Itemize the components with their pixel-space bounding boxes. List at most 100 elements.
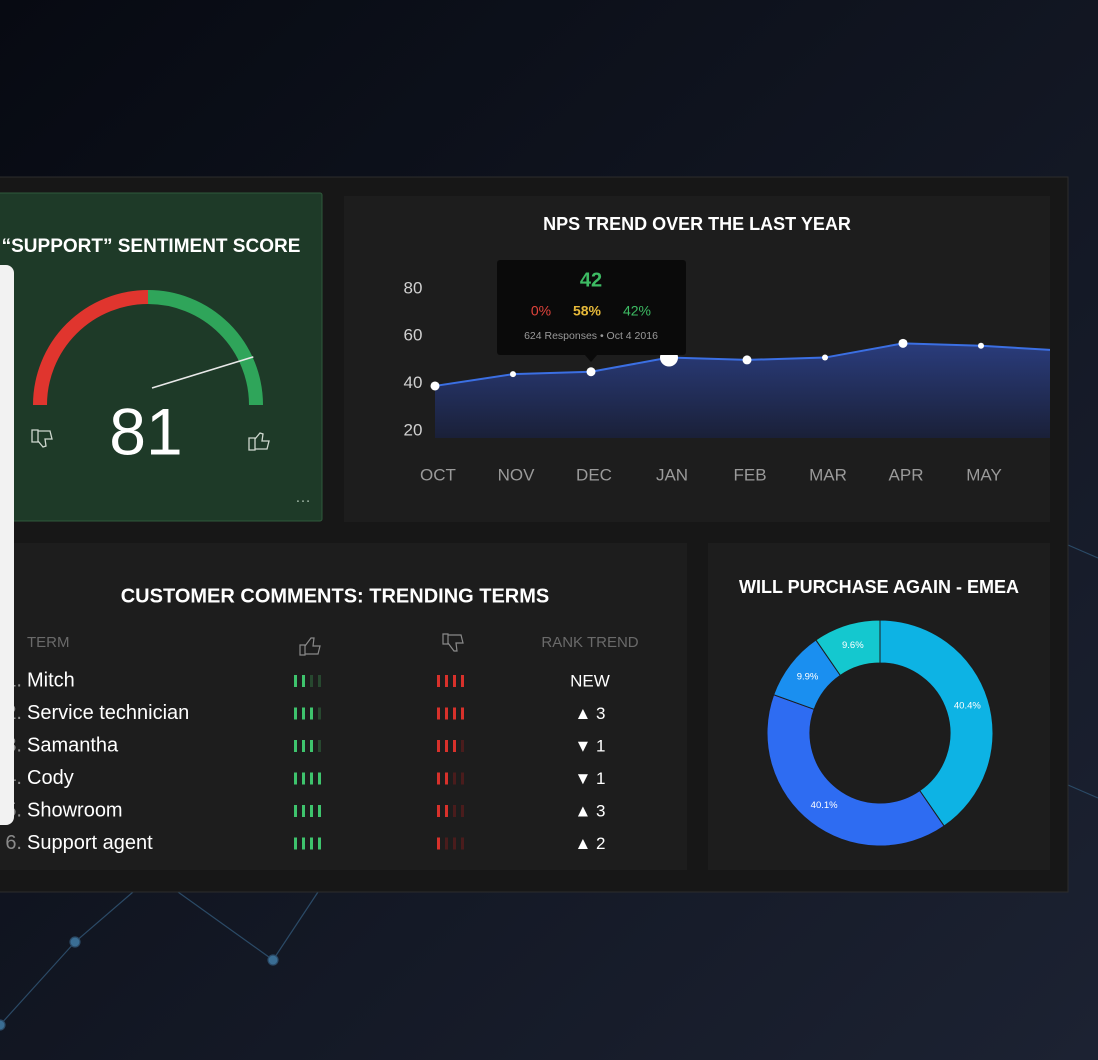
meter-tick — [437, 707, 440, 720]
tooltip-score: 42 — [580, 269, 602, 291]
chart-title: WILL PURCHASE AGAIN - EMEA — [739, 577, 1019, 597]
meter-tick — [302, 707, 305, 720]
x-tick-label: FEB — [733, 465, 766, 484]
row-number: 6. — [5, 832, 22, 854]
data-label: 40.1% — [811, 800, 838, 811]
meter-tick — [302, 805, 305, 817]
meter-tick — [294, 740, 297, 752]
gauge-panel — [0, 192, 323, 522]
terms-table: 1.MitchNEW2.Service technician▲ 33.Saman… — [5, 669, 610, 854]
x-tick-label: DEC — [576, 465, 612, 484]
negative-meter — [437, 675, 464, 687]
tooltip-promoters: 42% — [623, 303, 651, 319]
meter-tick — [437, 805, 440, 817]
y-tick-label: 80 — [404, 278, 423, 297]
donut-segment — [766, 694, 945, 847]
header-icons — [299, 633, 464, 656]
more-menu[interactable]: … — [295, 489, 311, 506]
meter-tick — [294, 675, 297, 687]
gauge-arc-positive — [147, 290, 263, 406]
rank-trend: NEW — [570, 671, 610, 690]
meter-tick — [453, 675, 456, 687]
terms-title: CUSTOMER COMMENTS: TRENDING TERMS — [121, 585, 550, 607]
meter-tick — [310, 772, 313, 785]
term: Cody — [27, 767, 74, 789]
meter-tick — [445, 772, 448, 785]
meter-tick — [437, 837, 440, 850]
positive-meter — [294, 837, 321, 850]
meter-tick — [310, 837, 313, 850]
meter-tick — [461, 675, 464, 687]
meter-tick — [445, 740, 448, 752]
point — [898, 338, 908, 348]
rank-trend: ▼ 1 — [574, 736, 605, 755]
meter-tick — [318, 772, 321, 785]
meter-tick — [318, 707, 321, 720]
meter-tick — [310, 707, 313, 720]
meter-tick — [453, 837, 456, 850]
y-tick-label: 20 — [404, 420, 423, 439]
meter-tick — [302, 740, 305, 752]
term: Showroom — [27, 799, 123, 821]
negative-meter — [437, 805, 464, 817]
rank-trend: ▲ 3 — [574, 801, 605, 820]
meter-tick — [445, 837, 448, 850]
meter-tick — [461, 740, 464, 752]
meter-tick — [445, 805, 448, 817]
meter-tick — [461, 805, 464, 817]
area — [435, 343, 1050, 438]
meter-tick — [302, 837, 305, 850]
y-tick-label: 40 — [404, 373, 423, 392]
data-label: 40.4% — [954, 700, 981, 711]
negative-meter — [437, 740, 464, 752]
terms-panel — [0, 543, 687, 870]
x-tick-label: OCT — [420, 465, 456, 484]
chart-title: NPS TREND OVER THE LAST YEAR — [543, 214, 851, 234]
positive-meter — [294, 707, 321, 720]
header-rank-trend: RANK TREND — [541, 634, 638, 651]
x-tick-label: APR — [889, 465, 924, 484]
tooltip-box — [497, 260, 686, 355]
data-label: 9.9% — [797, 672, 819, 683]
point — [586, 367, 596, 377]
meter-tick — [310, 675, 313, 687]
x-tick-label: MAR — [809, 465, 847, 484]
meter-tick — [453, 707, 456, 720]
meter-tick — [318, 837, 321, 850]
positive-meter — [294, 772, 321, 785]
thumb-icons — [31, 429, 270, 451]
meter-tick — [310, 740, 313, 752]
meter-tick — [453, 772, 456, 785]
y-tick-label: 60 — [404, 326, 423, 345]
tooltip-passives: 58% — [573, 303, 602, 319]
donut: 40.4% 40.1% 9.9% 9.6% — [766, 619, 994, 847]
point — [430, 381, 440, 391]
meter-tick — [294, 837, 297, 850]
meter-tick — [453, 740, 456, 752]
point — [978, 342, 984, 349]
term: Samantha — [27, 734, 119, 756]
donut-segment — [815, 619, 881, 677]
meter-tick — [437, 740, 440, 752]
rank-trend: ▲ 2 — [574, 834, 605, 853]
meter-tick — [294, 805, 297, 817]
meter-tick — [461, 772, 464, 785]
meter-tick — [453, 805, 456, 817]
gauge-title: “SUPPORT” SENTIMENT SCORE — [2, 236, 301, 257]
meter-tick — [310, 805, 313, 817]
point — [742, 355, 752, 365]
negative-meter — [437, 772, 464, 785]
meter-tick — [302, 772, 305, 785]
meter-tick — [318, 740, 321, 752]
term: Mitch — [27, 669, 75, 691]
meter-tick — [318, 805, 321, 817]
point — [822, 354, 828, 361]
meter-tick — [461, 707, 464, 720]
positive-meter — [294, 675, 321, 687]
meter-tick — [302, 675, 305, 687]
rank-trend: ▲ 3 — [574, 704, 605, 723]
gauge-value: 81 — [109, 394, 182, 468]
meter-tick — [294, 772, 297, 785]
